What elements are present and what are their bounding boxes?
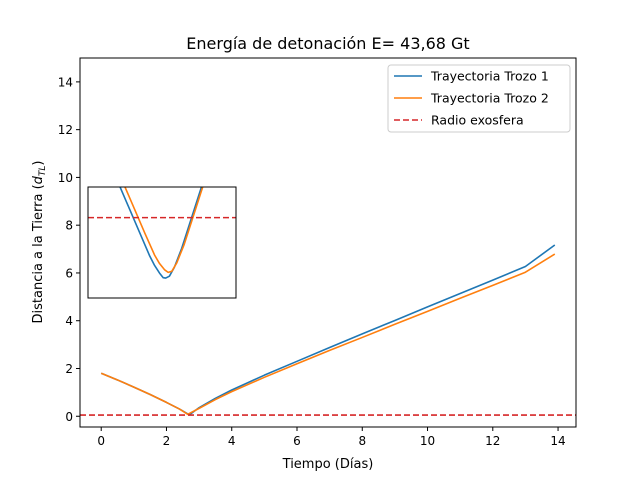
legend-item-radio-exosfera: Radio exosfera [394,113,524,128]
y-tick-label: 4 [65,314,73,328]
x-axis: 0 2 4 6 8 10 12 14 [97,427,566,448]
x-tick-label: 8 [358,434,366,448]
y-tick-label: 14 [58,75,73,89]
series-lines [80,244,576,416]
y-axis-label-subscript: TL [38,166,48,177]
legend-label: Trayectoria Trozo 2 [430,91,549,106]
y-tick-label: 0 [65,410,73,424]
x-tick-label: 10 [420,434,435,448]
x-tick-label: 12 [485,434,500,448]
x-tick-label: 0 [97,434,105,448]
inset-series-trayectoria-trozo-2-line [124,187,204,274]
y-tick-label: 12 [58,123,73,137]
y-tick-label: 10 [58,171,73,185]
legend-item-trayectoria-trozo-1: Trayectoria Trozo 1 [394,69,549,84]
y-tick-label: 2 [65,362,73,376]
chart-title: Energía de detonación E= 43,68 Gt [186,34,469,53]
series-trayectoria-trozo-2-line [100,253,556,416]
y-axis-label-close: ) [31,160,46,165]
x-tick-label: 14 [550,434,565,448]
y-axis-label-symbol: d [31,175,46,184]
legend-label: Trayectoria Trozo 1 [430,69,549,84]
x-axis-label: Tiempo (Días) [282,457,374,472]
legend-box [387,64,571,133]
inset-series-lines [88,187,236,279]
inset-series-trayectoria-trozo-1-line [119,187,203,279]
inset-background [88,187,236,298]
legend-label: Radio exosfera [431,113,524,128]
axes-frame [79,57,577,428]
inset-frame [87,186,237,299]
y-axis: 0 2 4 6 8 10 12 14 [58,75,80,424]
y-axis-label-text: Distancia a la Tierra ( [31,184,46,323]
y-axis-label: Distancia a la Tierra (dTL) [31,160,48,323]
inset-plot [87,186,237,299]
x-tick-label: 4 [228,434,236,448]
legend-item-trayectoria-trozo-2: Trayectoria Trozo 2 [394,91,549,106]
x-tick-label: 2 [163,434,171,448]
y-tick-label: 8 [65,219,73,233]
x-tick-label: 6 [293,434,301,448]
legend: Trayectoria Trozo 1 Trayectoria Trozo 2 Ra… [387,64,571,133]
plot-area: 0 2 4 6 8 10 12 14 0 2 4 6 8 10 12 14 [58,57,577,448]
y-tick-label: 6 [65,266,73,280]
